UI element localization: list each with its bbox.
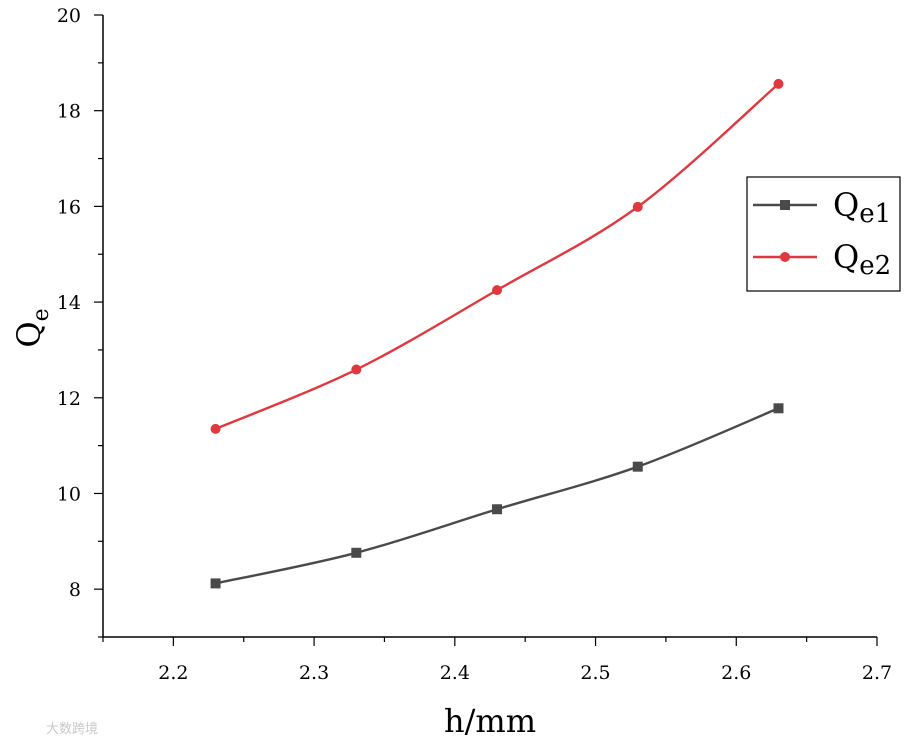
- data-point: [773, 78, 784, 89]
- x-tick-label: 2.7: [862, 662, 892, 684]
- data-point: [210, 423, 221, 434]
- legend-label-main: Q: [833, 238, 859, 276]
- y-tick-label: 20: [57, 5, 81, 27]
- data-point: [632, 461, 643, 472]
- y-tick-label: 14: [57, 292, 81, 314]
- legend-box: [746, 176, 901, 292]
- x-tick-label: 2.6: [721, 662, 751, 684]
- data-point: [773, 403, 784, 414]
- x-tick-label: 2.4: [440, 662, 470, 684]
- series-layer: [210, 78, 784, 589]
- legend-label-main: Q: [833, 186, 859, 224]
- y-axis-title-sub: e: [29, 308, 54, 321]
- legend-label: Qe1: [833, 186, 891, 229]
- legend-marker: [780, 252, 790, 262]
- series-line: [215, 82, 780, 430]
- data-point: [492, 285, 503, 296]
- series-2: [210, 78, 784, 434]
- watermark: 大数跨境: [46, 722, 98, 737]
- x-tick-label: 2.2: [158, 662, 188, 684]
- legend-label-sub: e1: [859, 199, 891, 229]
- data-point: [492, 504, 503, 515]
- y-axis-title: Qe: [10, 308, 54, 347]
- legend-label: Qe2: [833, 238, 891, 281]
- legend-item-2: Qe2: [753, 238, 891, 281]
- y-tick-label: 8: [69, 579, 81, 601]
- axes: 2.2 2.3 2.4 2.5 2.6 2.7 8 10 12 14 16 18 20: [57, 5, 892, 684]
- series-1: [210, 403, 784, 589]
- x-tick-label: 2.3: [299, 662, 329, 684]
- data-point: [210, 578, 221, 589]
- legend-label-sub: e2: [859, 251, 891, 281]
- y-tick-label: 10: [57, 483, 81, 505]
- y-axis-title-main: Q: [10, 321, 48, 347]
- y-tick-label: 12: [57, 388, 81, 410]
- legend-marker: [780, 200, 790, 210]
- y-tick-label: 18: [57, 101, 81, 123]
- x-axis-title: h/mm: [444, 702, 536, 740]
- x-tick-label: 2.5: [580, 662, 610, 684]
- data-point: [351, 364, 362, 375]
- data-point: [632, 201, 643, 212]
- legend-item-1: Qe1: [753, 186, 891, 229]
- data-point: [351, 547, 362, 558]
- y-tick-label: 16: [57, 196, 81, 218]
- series-line: [215, 407, 779, 585]
